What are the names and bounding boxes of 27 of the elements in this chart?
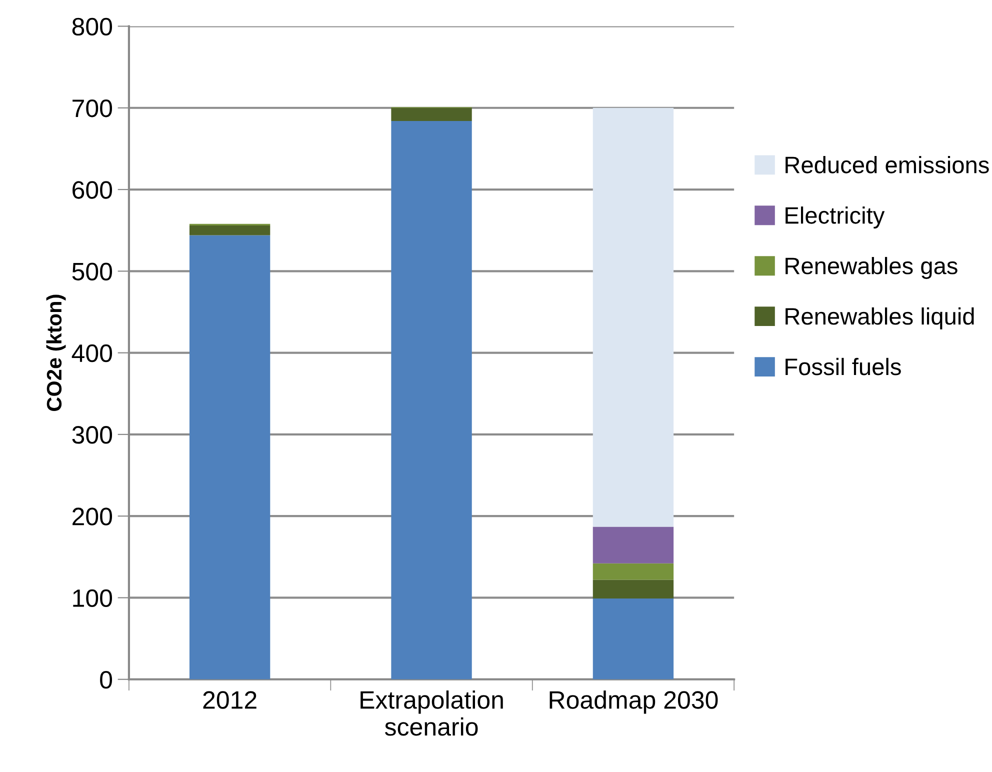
bar: [189, 225, 270, 236]
y-axis-title: CO2e (kton): [46, 294, 66, 411]
bar: [592, 580, 674, 599]
y-tick-label: 200: [72, 508, 112, 526]
bar: [592, 526, 674, 564]
y-tick-label: 500: [72, 262, 112, 280]
y-tick-label: 800: [72, 18, 112, 36]
legend-label: Electricity: [786, 206, 885, 228]
y-tick-label: 300: [72, 426, 112, 444]
x-tick-label: Roadmap 2030: [550, 690, 718, 714]
legend-label: Reduced emissions: [786, 156, 989, 174]
legend-label: Renewables gas: [786, 256, 958, 279]
bar: [391, 120, 472, 680]
bar: [189, 235, 270, 680]
x-tick-label: 2012: [203, 691, 256, 709]
bar: [592, 598, 674, 680]
legend-label: Renewables liquid: [786, 307, 974, 330]
y-tick-label: 600: [72, 181, 112, 199]
y-tick-label: 700: [72, 99, 112, 118]
bar: [592, 108, 674, 527]
legend-label: Fossil fuels: [786, 358, 901, 376]
y-tick-label: 100: [73, 589, 112, 608]
x-tick-label: Extrapolation scenario: [360, 690, 503, 736]
y-tick-label: 400: [72, 344, 112, 362]
bar: [391, 108, 472, 121]
y-tick-label: 0: [100, 670, 112, 689]
bar: [592, 563, 674, 580]
